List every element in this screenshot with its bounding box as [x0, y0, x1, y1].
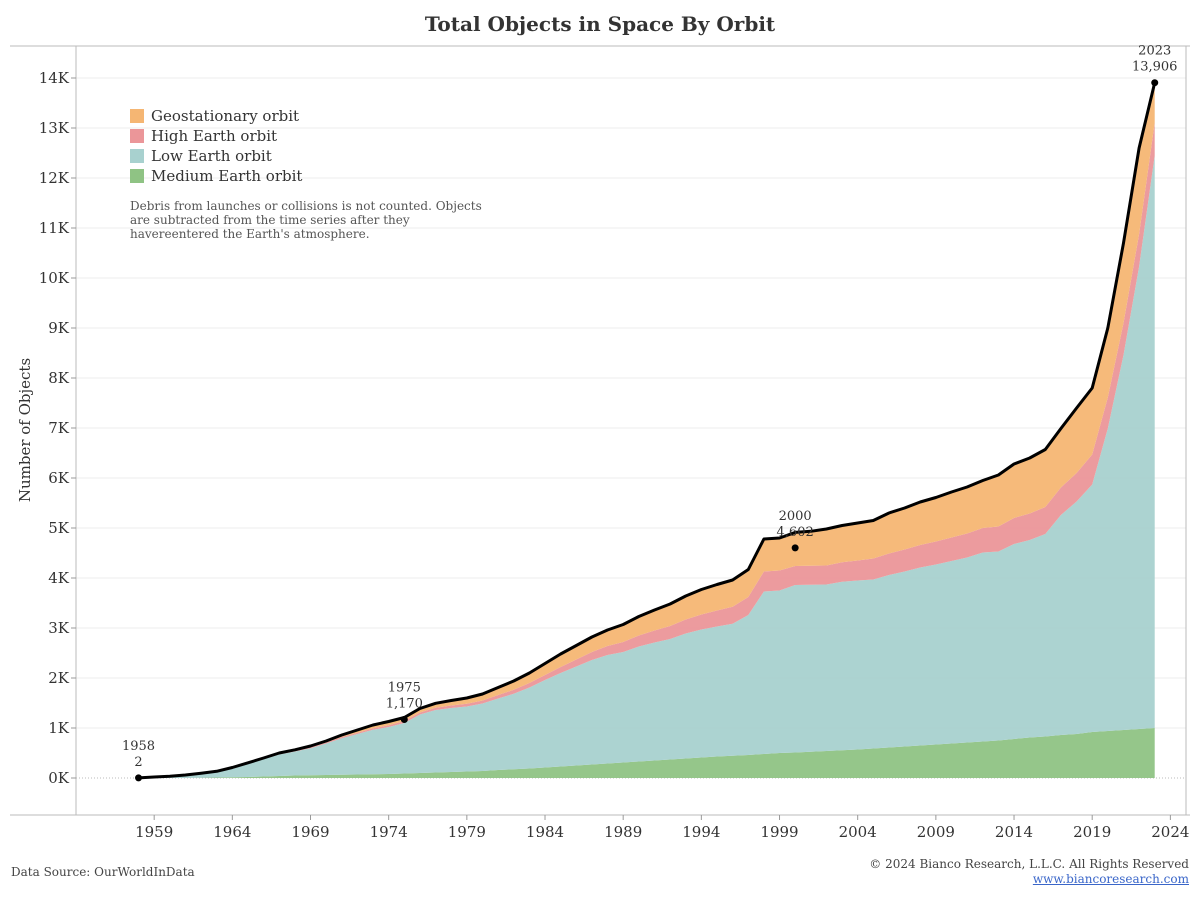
- y-tick-label: 5K: [48, 519, 70, 537]
- x-tick-label: 1989: [604, 823, 642, 841]
- copyright-text: © 2024 Bianco Research, L.L.C. All Right…: [869, 857, 1189, 871]
- annotation-value: 13,906: [1132, 60, 1178, 75]
- y-tick-label: 13K: [39, 119, 70, 137]
- legend-label-high-earth: High Earth orbit: [151, 127, 278, 145]
- x-tick-label: 1999: [760, 823, 798, 841]
- legend-swatch-medium-earth: [130, 169, 144, 183]
- legend-item-low-earth: Low Earth orbit: [130, 146, 302, 166]
- legend-swatch-high-earth: [130, 129, 144, 143]
- x-tick-label: 1979: [448, 823, 486, 841]
- annotation-value: 1,170: [386, 697, 423, 712]
- y-tick-label: 7K: [48, 419, 70, 437]
- legend-swatch-geostationary: [130, 109, 144, 123]
- legend-item-high-earth: High Earth orbit: [130, 126, 302, 146]
- website-link[interactable]: www.biancoresearch.com: [1032, 872, 1189, 886]
- y-axis-label: Number of Objects: [16, 358, 34, 502]
- annotation-point: [791, 544, 799, 552]
- x-tick-label: 1994: [682, 823, 720, 841]
- annotation-year: 2023: [1138, 44, 1171, 59]
- x-tick-label: 1984: [526, 823, 564, 841]
- area-low-earth-orbit: [138, 155, 1155, 778]
- chart-title: Total Objects in Space By Orbit: [424, 12, 776, 36]
- annotation-year: 2000: [779, 509, 812, 524]
- chart-note: Debris from launches or collisions is no…: [130, 199, 482, 241]
- x-tick-label: 2019: [1073, 823, 1111, 841]
- y-tick-label: 0K: [48, 769, 70, 787]
- legend-item-geostationary: Geostationary orbit: [130, 106, 302, 126]
- y-tick-label: 4K: [48, 569, 70, 587]
- total-line: [138, 82, 1157, 780]
- annotation-value: 2: [134, 755, 142, 770]
- y-tick-label: 8K: [48, 369, 70, 387]
- annotation-point: [135, 774, 143, 782]
- x-tick-label: 2024: [1151, 823, 1189, 841]
- y-tick-label: 14K: [39, 69, 70, 87]
- y-tick-label: 6K: [48, 469, 70, 487]
- data-source: Data Source: OurWorldInData: [11, 865, 195, 879]
- legend-item-medium-earth: Medium Earth orbit: [130, 166, 302, 186]
- annotation-value: 4,602: [777, 525, 814, 540]
- annotation-year: 1958: [122, 739, 155, 754]
- copyright-block: © 2024 Bianco Research, L.L.C. All Right…: [869, 857, 1189, 887]
- annotation-point: [400, 716, 408, 723]
- y-tick-label: 10K: [39, 269, 70, 287]
- y-tick-label: 9K: [48, 319, 70, 337]
- x-tick-label: 1974: [370, 823, 408, 841]
- area-medium-earth-orbit: [138, 728, 1155, 778]
- y-tick-label: 12K: [39, 169, 70, 187]
- axes: 0K 1K 2K 3K 4K 5K 6K 7K 8K 9K 10K 11K 12K 13K 14K 1959 1…: [10, 45, 1190, 841]
- legend-label-medium-earth: Medium Earth orbit: [151, 167, 303, 185]
- stacked-areas: [138, 82, 1157, 780]
- legend: Geostationary orbit High Earth orbit Low…: [130, 106, 302, 186]
- legend-label-geostationary: Geostationary orbit: [151, 107, 300, 125]
- x-tick-label: 2004: [839, 823, 877, 841]
- legend-label-low-earth: Low Earth orbit: [151, 147, 272, 165]
- x-tick-label: 1969: [291, 823, 329, 841]
- x-tick-label: 1964: [213, 823, 251, 841]
- x-tick-label: 2014: [995, 823, 1033, 841]
- annotation-point: [1151, 79, 1159, 87]
- x-tick-label: 2009: [917, 823, 955, 841]
- y-tick-label: 3K: [48, 619, 70, 637]
- x-tick-label: 1959: [135, 823, 173, 841]
- y-tick-label: 11K: [39, 219, 70, 237]
- legend-swatch-low-earth: [130, 149, 144, 163]
- y-tick-label: 2K: [48, 669, 70, 687]
- annotation-year: 1975: [388, 681, 421, 696]
- y-tick-label: 1K: [48, 719, 70, 737]
